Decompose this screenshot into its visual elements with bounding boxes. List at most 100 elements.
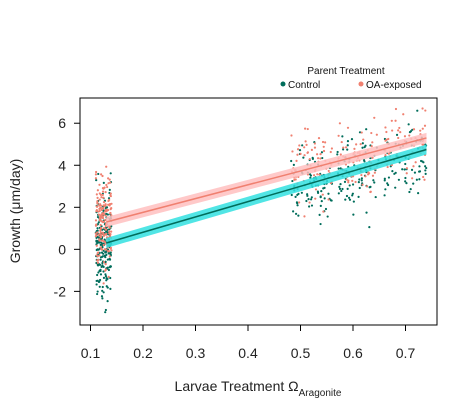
data-point [373,116,376,119]
data-point [417,192,420,195]
data-point [395,133,399,136]
data-point [97,172,100,176]
data-point [106,185,109,189]
data-point [394,107,398,111]
data-point [96,264,100,267]
data-point [399,131,402,134]
data-point [384,126,387,129]
x-axis-title-main: Larvae Treatment Ω [175,378,299,394]
data-point [306,127,309,131]
x-tick-label: 0.2 [133,345,153,361]
data-point [109,234,112,238]
data-point [343,180,347,183]
data-point [101,289,104,292]
data-point [387,152,390,155]
data-point [327,192,330,195]
data-point [110,230,113,233]
data-point [337,167,340,170]
data-point [310,196,313,199]
data-point [422,175,425,179]
data-point [94,173,98,176]
data-point [104,228,107,231]
data-point [101,261,104,265]
data-point [360,179,363,182]
data-point [104,308,107,312]
fit-line-control [106,148,427,244]
data-point [105,165,108,168]
data-point [387,176,391,179]
legend-marker-control [280,81,286,87]
data-point [339,153,342,156]
data-point [97,221,100,224]
data-point [107,177,110,180]
data-point [96,231,99,234]
data-point [391,129,394,132]
data-point [110,207,113,210]
data-point [109,211,112,215]
data-point [305,143,308,146]
data-point [107,268,111,272]
data-point [102,243,105,247]
data-point [423,178,426,181]
data-point [309,176,312,179]
data-point [306,151,309,155]
data-point [424,172,427,175]
data-point [339,183,342,186]
data-point [405,167,409,170]
data-point [102,201,106,204]
data-point [398,126,401,130]
data-point [338,187,342,190]
data-point [391,170,394,173]
data-point [98,254,101,257]
data-point [313,142,317,145]
data-point [104,311,107,314]
data-point [95,244,98,247]
data-point [358,178,361,181]
data-point [346,140,350,143]
data-point [326,215,329,218]
data-point [308,157,311,161]
data-point [101,285,104,289]
fit-line-oa-exposed [106,137,427,223]
plot-area [94,107,428,314]
data-point [348,184,351,187]
data-point [368,186,371,189]
data-point [383,179,386,182]
data-point [95,179,98,182]
data-point [385,130,388,134]
data-point [311,156,314,159]
data-point [96,227,99,230]
data-point [102,213,105,216]
data-point [97,280,100,284]
data-point [308,205,311,208]
data-point [412,128,416,131]
data-point [316,173,319,176]
data-point [390,119,393,122]
data-point [96,261,100,264]
data-point [96,292,99,296]
data-point [98,285,101,288]
data-point [299,152,302,155]
data-point [102,291,105,294]
data-point [373,181,376,184]
data-point [99,231,102,234]
data-point [324,207,328,211]
data-point [95,170,98,174]
data-point [294,178,297,181]
data-point [100,295,104,298]
data-point [95,239,98,242]
data-point [415,178,418,181]
data-point [97,258,100,261]
data-point [96,196,99,200]
data-point [362,138,365,141]
plot-frame [79,97,438,326]
data-point [95,236,98,239]
data-point [95,283,98,286]
data-point [403,135,407,138]
data-point [341,187,344,191]
data-point [95,279,98,283]
data-point [418,178,421,181]
data-point [386,165,389,169]
data-point [319,157,322,160]
